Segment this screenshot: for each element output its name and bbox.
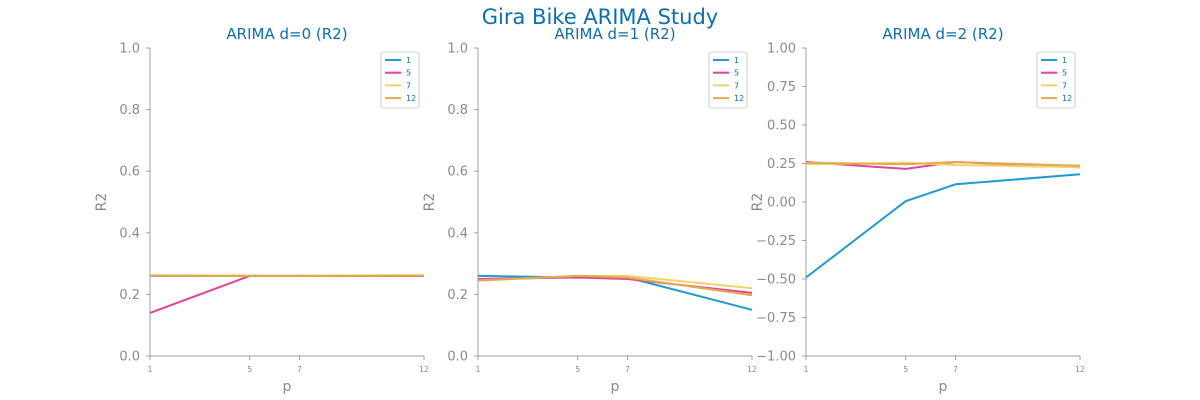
chart-title: ARIMA d=0 (R2) xyxy=(226,25,347,43)
legend-label: 5 xyxy=(1062,69,1067,78)
legend-label: 7 xyxy=(1062,81,1067,90)
series-line-5 xyxy=(477,276,753,294)
x-tick-label: 12 xyxy=(1075,365,1085,374)
legend-label: 1 xyxy=(406,56,411,65)
y-tick-label: 0.2 xyxy=(119,288,140,303)
legend-box xyxy=(708,51,748,109)
legend-label: 7 xyxy=(734,81,739,90)
x-axis-label: p xyxy=(611,379,620,395)
y-tick-label: −0.50 xyxy=(756,273,796,288)
y-tick-label: −0.25 xyxy=(756,234,796,249)
legend-label: 12 xyxy=(406,94,416,103)
y-tick-label: 0.25 xyxy=(767,157,796,172)
y-tick-label: 0.00 xyxy=(767,196,796,211)
series-line-12 xyxy=(477,274,753,297)
chart-panel-2: ARIMA d=1 (R2) 0.0 0.2 0.4 0.6 0.8 1.0 1 5 7 12 p R2… xyxy=(422,25,757,395)
y-tick-label: 0.6 xyxy=(119,165,140,180)
x-tick-label: 1 xyxy=(147,365,152,374)
y-tick-label: 0.6 xyxy=(447,165,468,180)
y-tick-label: 0.0 xyxy=(447,350,468,365)
y-tick-label: 0.50 xyxy=(767,119,796,134)
y-tick-label: 0.4 xyxy=(447,226,468,241)
x-tick-label: 1 xyxy=(803,365,808,374)
y-axis-label: R2 xyxy=(94,193,110,212)
legend-label: 1 xyxy=(1062,56,1067,65)
y-tick-label: 0.8 xyxy=(447,103,468,118)
x-tick-label: 5 xyxy=(247,365,252,374)
x-tick-label: 7 xyxy=(625,365,630,374)
legend-box xyxy=(1036,51,1076,109)
y-tick-label: 0.75 xyxy=(767,80,796,95)
series-line-1 xyxy=(805,173,1081,279)
legend: 1 5 7 12 xyxy=(380,51,420,109)
y-tick-label: 0.2 xyxy=(447,288,468,303)
legend: 1 5 7 12 xyxy=(708,51,748,109)
y-tick-label: 1.0 xyxy=(447,42,468,57)
y-tick-label: 1.0 xyxy=(119,42,140,57)
x-tick-label: 12 xyxy=(419,365,429,374)
legend: 1 5 7 12 xyxy=(1036,51,1076,109)
legend-label: 12 xyxy=(1062,94,1072,103)
x-tick-label: 7 xyxy=(297,365,302,374)
legend-label: 1 xyxy=(734,56,739,65)
y-tick-label: 0.8 xyxy=(119,103,140,118)
y-tick-label: −1.00 xyxy=(756,350,796,365)
legend-label: 12 xyxy=(734,94,744,103)
legend-label: 7 xyxy=(406,81,411,90)
chart-title: ARIMA d=2 (R2) xyxy=(882,25,1003,43)
y-tick-label: 1.00 xyxy=(767,42,796,57)
legend-label: 5 xyxy=(734,69,739,78)
series-line-1 xyxy=(477,274,753,311)
x-axis-label: p xyxy=(939,379,948,395)
series-line-5 xyxy=(149,274,424,314)
legend-label: 5 xyxy=(406,69,411,78)
x-tick-label: 1 xyxy=(475,365,480,374)
series-line-12 xyxy=(805,161,1081,167)
x-tick-label: 7 xyxy=(953,365,958,374)
y-axis-label: R2 xyxy=(750,193,766,212)
x-axis-label: p xyxy=(283,379,292,395)
y-tick-label: 0.4 xyxy=(119,226,140,241)
legend-box xyxy=(380,51,420,109)
chart-panel-3: ARIMA d=2 (R2) −1.00 −0.75 −0.50 −0.25 0.00 0.… xyxy=(750,25,1085,395)
chart-title: ARIMA d=1 (R2) xyxy=(554,25,675,43)
y-tick-label: −0.75 xyxy=(756,311,796,326)
x-tick-label: 12 xyxy=(747,365,757,374)
y-axis-label: R2 xyxy=(422,193,438,212)
y-tick-label: 0.0 xyxy=(119,350,140,365)
x-tick-label: 5 xyxy=(903,365,908,374)
x-tick-label: 5 xyxy=(575,365,580,374)
figure-title: Gira Bike ARIMA Study xyxy=(481,5,719,29)
chart-panel-1: ARIMA d=0 (R2) 0.0 0.2 0.4 0.6 0.8 1.0 1 5 7 12 p R2… xyxy=(94,25,429,395)
